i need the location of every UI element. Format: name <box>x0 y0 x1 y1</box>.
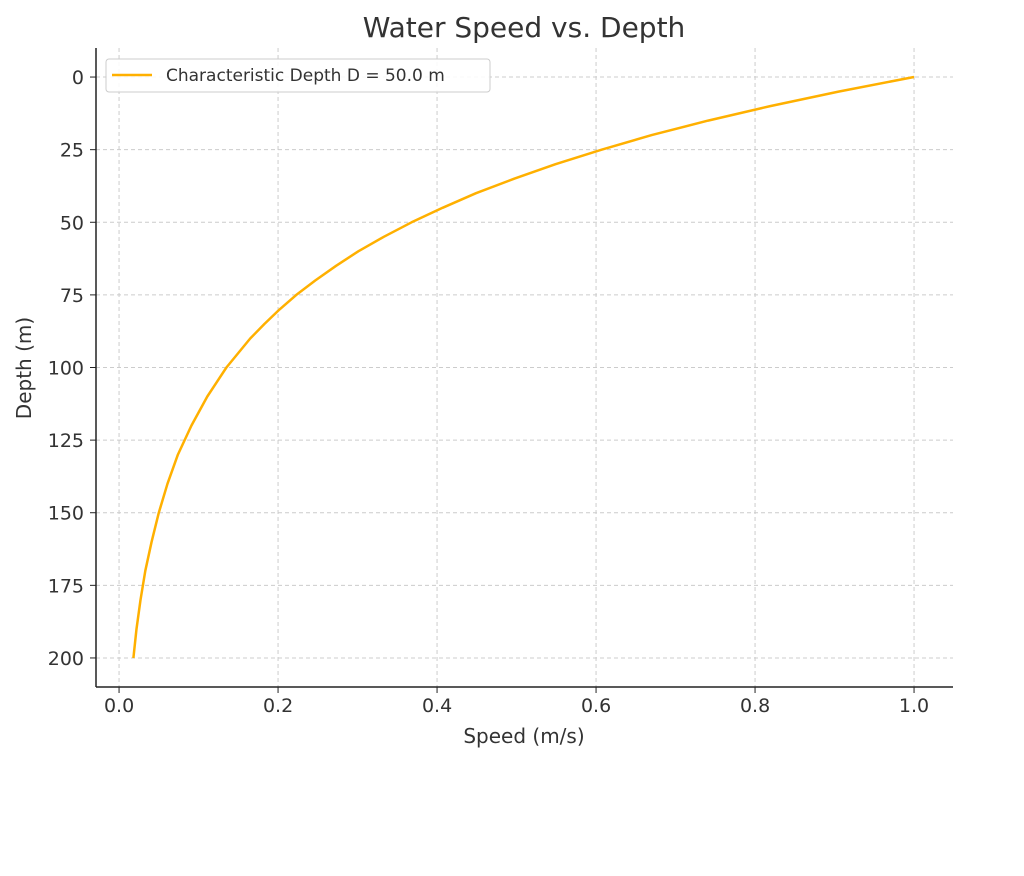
x-tick-label: 0.2 <box>263 695 293 717</box>
legend-label: Characteristic Depth D = 50.0 m <box>166 66 445 86</box>
y-tick-label: 25 <box>60 140 84 162</box>
series-layer <box>132 75 915 659</box>
legend: Characteristic Depth D = 50.0 m <box>105 58 491 93</box>
legend-box <box>105 58 491 93</box>
y-tick-label: 125 <box>48 430 84 452</box>
y-tick-label: 100 <box>48 358 84 380</box>
x-tick-label: 1.0 <box>899 695 929 717</box>
x-tick-label: 0.6 <box>581 695 611 717</box>
y-tick-label: 150 <box>48 503 84 525</box>
y-tick-label: 175 <box>48 575 84 597</box>
chart-title: Water Speed vs. Depth <box>363 11 686 44</box>
x-tick-label: 0.4 <box>422 695 452 717</box>
x-tick-label: 0.8 <box>740 695 770 717</box>
y-axis-label: Depth (m) <box>12 317 36 419</box>
y-tick-label: 50 <box>60 212 84 234</box>
y-tick-label: 75 <box>60 285 84 307</box>
x-tick-label: 0.0 <box>104 695 134 717</box>
x-axis-label: Speed (m/s) <box>463 724 584 748</box>
y-tick-label: 0 <box>72 67 84 89</box>
series-line <box>132 75 915 659</box>
y-tick-label: 200 <box>48 648 84 670</box>
ticks: 0.0 0.2 0.4 0.6 0.8 1.0 0 25 50 75 100 125 150 175 200 <box>48 67 929 717</box>
grid <box>96 48 953 687</box>
